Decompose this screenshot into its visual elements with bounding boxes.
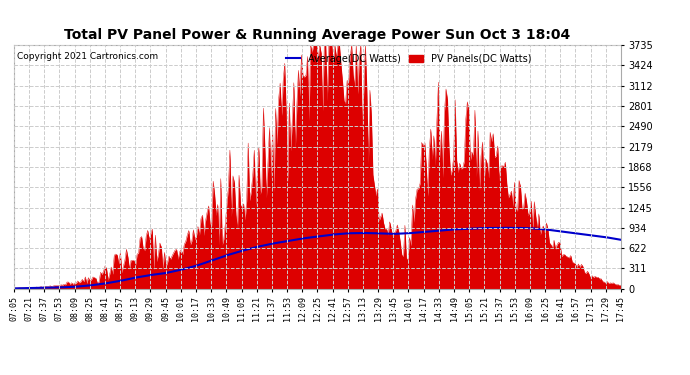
Legend: Average(DC Watts), PV Panels(DC Watts): Average(DC Watts), PV Panels(DC Watts) [282,50,535,68]
Text: Copyright 2021 Cartronics.com: Copyright 2021 Cartronics.com [17,53,158,61]
Title: Total PV Panel Power & Running Average Power Sun Oct 3 18:04: Total PV Panel Power & Running Average P… [64,28,571,42]
